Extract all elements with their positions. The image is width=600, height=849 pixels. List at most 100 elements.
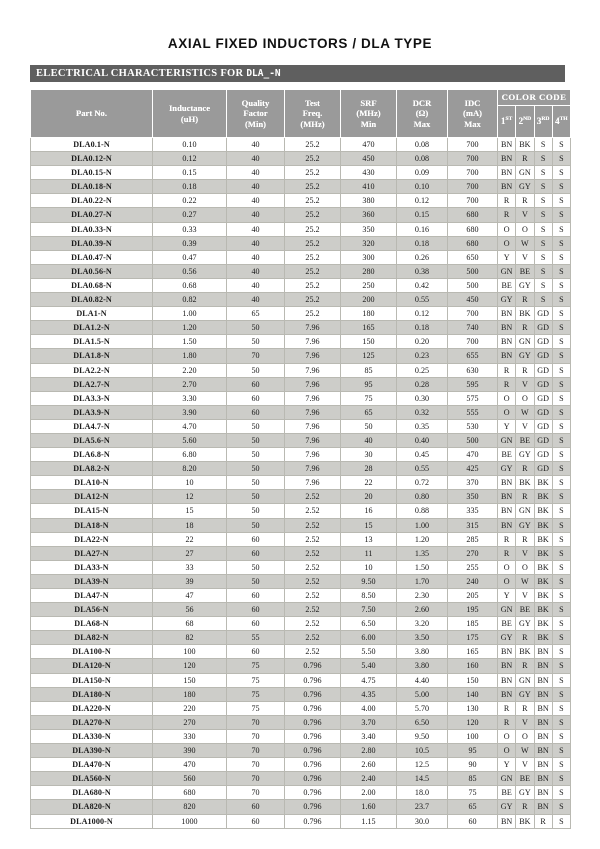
cell-value: S [551,404,572,420]
cell-value: 22 [340,475,397,491]
cell-value: 555 [447,404,498,420]
cell-part-no: DLA18-N [30,517,153,533]
cell-value: 16 [340,503,397,519]
table-row: DLA1000-N 1000 60 0.796 1.15 30.0 60 BN BK R S [30,813,572,829]
cell-value: 70 [226,785,285,801]
table-row: DLA27-N 27 60 2.52 11 1.35 270 R V BK S [30,545,572,561]
table-row: DLA47-N 47 60 2.52 8.50 2.30 205 Y V BK S [30,587,572,604]
cell-value: 60 [226,813,285,829]
cell-value: 50 [226,559,285,575]
cell-value: S [533,277,553,294]
cell-value: S [551,616,572,632]
cell-value: BE [515,602,535,618]
cell-value: S [551,151,572,167]
cell-value: S [551,418,572,434]
cell-value: 335 [447,503,498,519]
cell-value: 40 [226,277,285,294]
cell-value: S [533,207,553,223]
cc1-ordinal: ST [505,116,513,123]
cell-value: BN [533,644,553,660]
cell-value: 700 [447,334,498,350]
cell-value: GD [533,461,553,477]
cell-value: R [496,376,517,392]
cell-value: 30 [340,447,397,463]
header-quality-line2: Factor [243,108,268,119]
cell-value: 0.39 [152,235,227,251]
cell-value: S [551,531,572,547]
cell-value: 1.60 [340,799,397,815]
cell-part-no: DLA1-N [30,306,153,322]
cell-value: GY [496,292,517,308]
cell-value: S [533,179,553,195]
table-header: Part No. Inductance (uH) Quality Factor … [30,89,572,138]
cell-value: GN [496,771,517,787]
cell-value: 7.96 [284,348,341,364]
cell-value: 28 [340,461,397,477]
header-idc-line2: (mA) [462,108,483,119]
cell-value: 0.20 [396,334,448,350]
cell-value: 0.26 [396,249,448,265]
cell-value: 0.796 [284,743,341,759]
cell-value: 655 [447,348,498,364]
table-row: DLA0.68-N 0.68 40 25.2 250 0.42 500 BE GY S S [30,277,572,294]
cell-value: 6.50 [396,714,448,730]
cell-value: 0.796 [284,728,341,745]
cell-value: S [533,221,553,237]
cell-value: S [551,545,572,561]
cell-value: BK [533,573,553,590]
cell-value: V [515,757,535,773]
cell-value: O [515,390,535,406]
cell-value: S [551,432,572,449]
cell-value: BE [515,263,535,279]
header-testfreq-line3: (MHz) [300,118,325,129]
cell-value: 1.50 [152,334,227,350]
cell-value: 240 [447,573,498,590]
cell-value: 0.15 [152,165,227,181]
cell-part-no: DLA120-N [30,658,153,674]
cell-value: BN [496,475,517,491]
cell-value: 700 [447,151,498,167]
cell-value: 350 [340,221,397,237]
header-idc-line3: Max [464,118,481,129]
cell-value: 3.80 [396,658,448,674]
cell-value: 700 [447,193,498,209]
cell-value: 0.55 [396,292,448,308]
cell-value: BK [533,630,553,646]
cell-value: 60 [447,813,498,829]
cell-value: 70 [226,743,285,759]
table-row: DLA6.8-N 6.80 50 7.96 30 0.45 470 BE GY GD S [30,447,572,463]
cell-value: BN [496,813,517,829]
cell-value: R [515,630,535,646]
cell-value: 75 [447,785,498,801]
header-test-freq: Test Freq. (MHz) [284,89,341,138]
cell-value: BK [515,306,535,322]
cell-value: BK [533,503,553,519]
cell-value: O [496,235,517,251]
cell-value: O [515,221,535,237]
cell-value: 0.27 [152,207,227,223]
cell-value: 0.12 [396,193,448,209]
cell-value: 2.52 [284,616,341,632]
cell-value: S [551,221,572,237]
cell-value: 3.30 [152,390,227,406]
cell-value: 50 [226,362,285,378]
cell-part-no: DLA8.2-N [30,461,153,477]
cell-value: S [551,207,572,223]
cell-value: 0.68 [152,277,227,294]
cell-part-no: DLA820-N [30,799,153,815]
cell-value: BN [533,757,553,773]
cell-part-no: DLA0.22-N [30,193,153,209]
table-row: DLA82-N 82 55 2.52 6.00 3.50 175 GY R BK S [30,630,572,646]
cell-value: GN [515,672,535,688]
cell-value: 3.90 [152,404,227,420]
cell-value: BN [496,151,517,167]
header-inductance-line1: Inductance [168,103,211,114]
cell-value: 0.16 [396,221,448,237]
cell-part-no: DLA0.18-N [30,179,153,195]
cell-value: 175 [447,630,498,646]
cell-value: GN [496,602,517,618]
section-banner-label: ELECTRICAL CHARACTERISTICS FOR [36,68,247,79]
table-row: DLA68-N 68 60 2.52 6.50 3.20 185 BE GY BK S [30,616,572,632]
cell-value: 25.2 [284,207,341,223]
cell-value: BN [496,489,517,505]
